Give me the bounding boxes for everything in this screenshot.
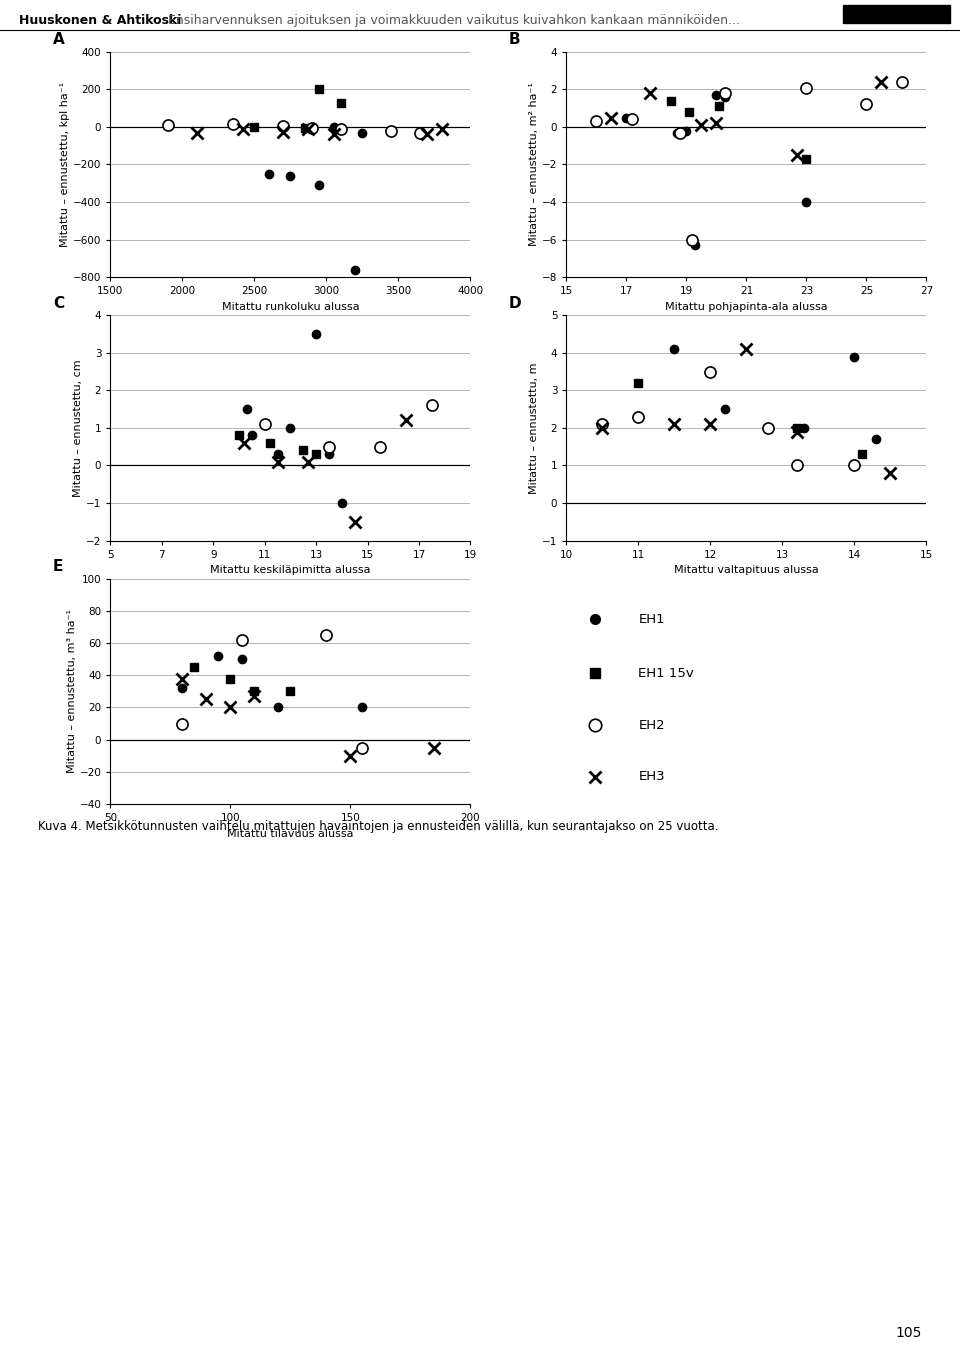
X-axis label: Mitattu valtapituus alussa: Mitattu valtapituus alussa (674, 565, 819, 575)
Y-axis label: Mitattu – ennustettu, m: Mitattu – ennustettu, m (529, 362, 540, 494)
Y-axis label: Mitattu – ennustettu, cm: Mitattu – ennustettu, cm (73, 359, 84, 497)
Text: D: D (509, 296, 521, 311)
Text: EH2: EH2 (638, 718, 665, 732)
Text: C: C (53, 296, 64, 311)
Y-axis label: Mitattu – ennustettu, m² ha⁻¹: Mitattu – ennustettu, m² ha⁻¹ (529, 82, 540, 247)
Text: EH1 15v: EH1 15v (638, 667, 694, 680)
Text: A: A (53, 33, 64, 48)
Text: Kuva 4. Metsikkötunnusten vaihtelu mitattujen havaintojen ja ennusteiden välillä: Kuva 4. Metsikkötunnusten vaihtelu mitat… (38, 820, 719, 834)
X-axis label: Mitattu runkoluku alussa: Mitattu runkoluku alussa (222, 302, 359, 311)
X-axis label: Mitattu pohjapinta-ala alussa: Mitattu pohjapinta-ala alussa (665, 302, 828, 311)
Text: EH3: EH3 (638, 770, 665, 784)
Text: Huuskonen & Ahtikoski: Huuskonen & Ahtikoski (19, 14, 181, 27)
Text: E: E (53, 560, 63, 575)
Text: 105: 105 (896, 1327, 922, 1340)
Text: EH1: EH1 (638, 613, 665, 625)
X-axis label: Mitattu tilavuus alussa: Mitattu tilavuus alussa (228, 829, 353, 838)
Y-axis label: Mitattu – ennustettu, m³ ha⁻¹: Mitattu – ennustettu, m³ ha⁻¹ (66, 609, 77, 774)
X-axis label: Mitattu keskiläpimitta alussa: Mitattu keskiläpimitta alussa (210, 565, 371, 575)
Text: Ensiharvennuksen ajoituksen ja voimakkuuden vaikutus kuivahkon kankaan männiköid: Ensiharvennuksen ajoituksen ja voimakkuu… (168, 14, 740, 27)
Y-axis label: Mitattu – ennustettu, kpl ha⁻¹: Mitattu – ennustettu, kpl ha⁻¹ (60, 82, 70, 247)
Text: B: B (509, 33, 520, 48)
